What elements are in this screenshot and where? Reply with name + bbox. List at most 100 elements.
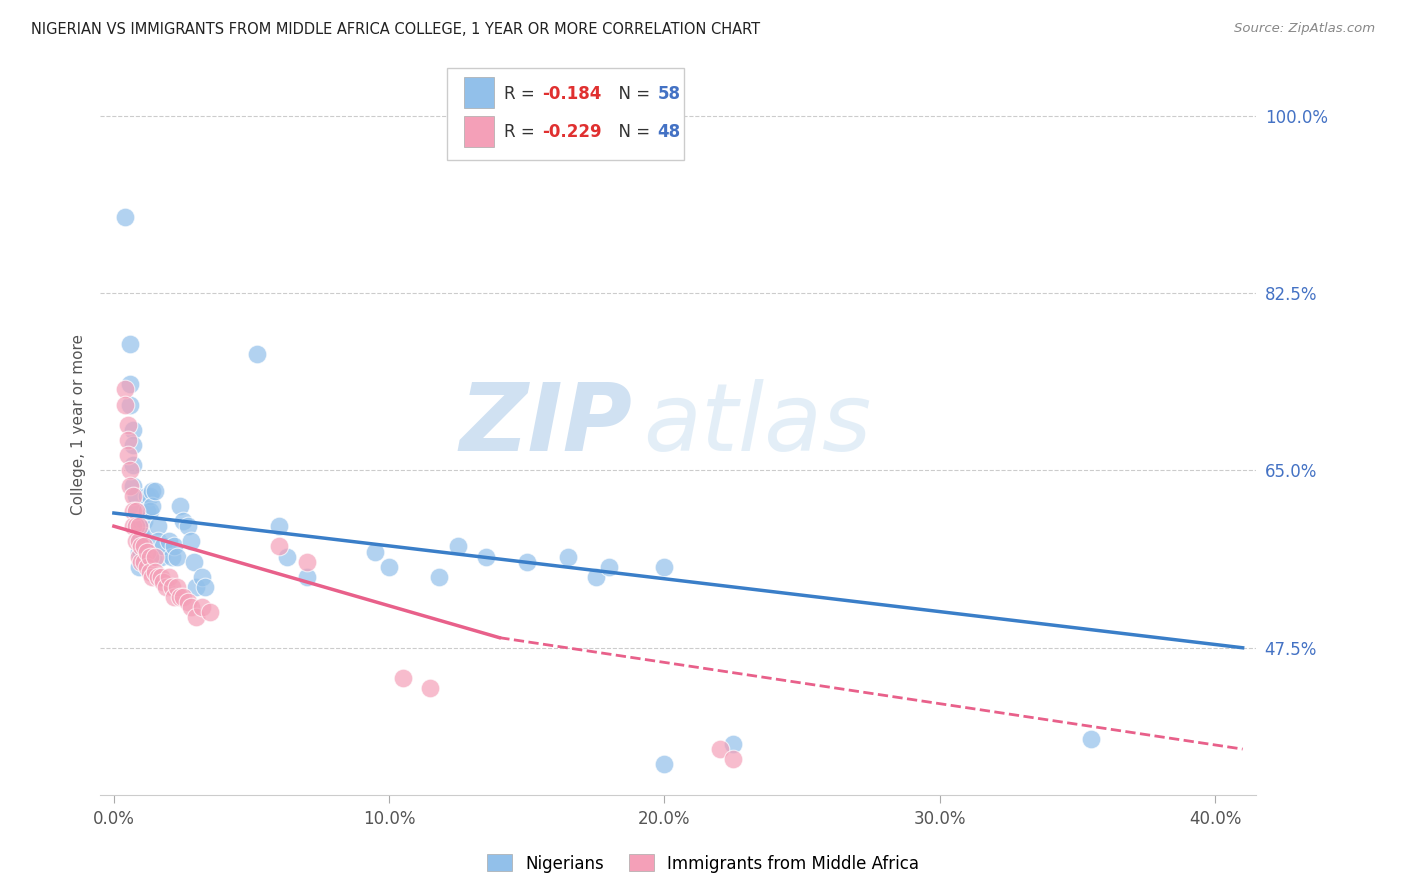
Text: R =: R =: [503, 123, 540, 141]
Point: [276, 549, 298, 564]
Point: [125, 519, 148, 533]
Point: [474, 549, 496, 564]
Point: [516, 555, 538, 569]
Text: R =: R =: [503, 85, 540, 103]
Point: [419, 681, 441, 696]
Text: -0.184: -0.184: [541, 85, 602, 103]
Point: [128, 514, 150, 528]
Point: [141, 570, 163, 584]
Point: [117, 417, 139, 432]
Point: [152, 574, 174, 589]
Point: [134, 540, 156, 554]
Point: [128, 519, 150, 533]
Point: [295, 555, 318, 569]
Point: [125, 489, 148, 503]
Point: [122, 438, 145, 452]
Point: [117, 433, 139, 447]
Point: [134, 529, 156, 543]
Point: [169, 590, 191, 604]
Point: [138, 549, 160, 564]
Point: [131, 540, 153, 554]
Point: [125, 519, 148, 533]
Point: [125, 504, 148, 518]
Point: [143, 549, 166, 564]
Text: N =: N =: [607, 123, 655, 141]
Point: [131, 529, 153, 543]
Point: [155, 580, 177, 594]
Point: [166, 549, 188, 564]
FancyBboxPatch shape: [464, 116, 495, 147]
Point: [654, 559, 676, 574]
Point: [120, 463, 142, 477]
Point: [117, 448, 139, 462]
Point: [392, 671, 415, 685]
Point: [136, 544, 159, 558]
Point: [180, 600, 202, 615]
Point: [172, 590, 194, 604]
Text: 58: 58: [658, 85, 681, 103]
Point: [163, 540, 186, 554]
Point: [120, 398, 142, 412]
Point: [191, 600, 214, 615]
Point: [177, 519, 200, 533]
Point: [125, 504, 148, 518]
Point: [125, 534, 148, 549]
Point: [160, 580, 183, 594]
FancyBboxPatch shape: [464, 78, 495, 109]
Point: [709, 742, 731, 756]
Point: [585, 570, 607, 584]
Point: [138, 565, 160, 579]
Point: [146, 570, 169, 584]
Point: [378, 559, 401, 574]
Text: N =: N =: [607, 85, 655, 103]
Point: [131, 555, 153, 569]
Legend: Nigerians, Immigrants from Middle Africa: Nigerians, Immigrants from Middle Africa: [479, 847, 927, 880]
Point: [177, 595, 200, 609]
Point: [200, 605, 222, 619]
Point: [267, 519, 290, 533]
Point: [557, 549, 579, 564]
Point: [163, 590, 186, 604]
Text: Source: ZipAtlas.com: Source: ZipAtlas.com: [1234, 22, 1375, 36]
Text: -0.229: -0.229: [541, 123, 602, 141]
Point: [183, 555, 205, 569]
Point: [128, 529, 150, 543]
Point: [136, 504, 159, 518]
Point: [364, 544, 387, 558]
Point: [136, 559, 159, 574]
Point: [427, 570, 450, 584]
Point: [157, 534, 180, 549]
Point: [114, 211, 136, 225]
Point: [169, 499, 191, 513]
Point: [723, 752, 745, 766]
Point: [194, 580, 217, 594]
Text: 48: 48: [658, 123, 681, 141]
Point: [122, 489, 145, 503]
FancyBboxPatch shape: [447, 68, 685, 161]
Point: [295, 570, 318, 584]
Point: [146, 534, 169, 549]
Point: [152, 540, 174, 554]
Point: [654, 757, 676, 772]
Point: [267, 540, 290, 554]
Point: [166, 580, 188, 594]
Point: [186, 580, 208, 594]
Point: [172, 514, 194, 528]
Point: [1080, 731, 1102, 746]
Point: [246, 347, 269, 361]
Point: [138, 504, 160, 518]
Point: [146, 519, 169, 533]
Point: [122, 478, 145, 492]
Point: [128, 549, 150, 564]
Point: [120, 377, 142, 392]
Point: [120, 478, 142, 492]
Point: [122, 458, 145, 473]
Point: [122, 423, 145, 437]
Point: [138, 489, 160, 503]
Point: [143, 483, 166, 498]
Point: [134, 555, 156, 569]
Point: [128, 544, 150, 558]
Point: [180, 534, 202, 549]
Y-axis label: College, 1 year or more: College, 1 year or more: [72, 334, 86, 516]
Point: [160, 549, 183, 564]
